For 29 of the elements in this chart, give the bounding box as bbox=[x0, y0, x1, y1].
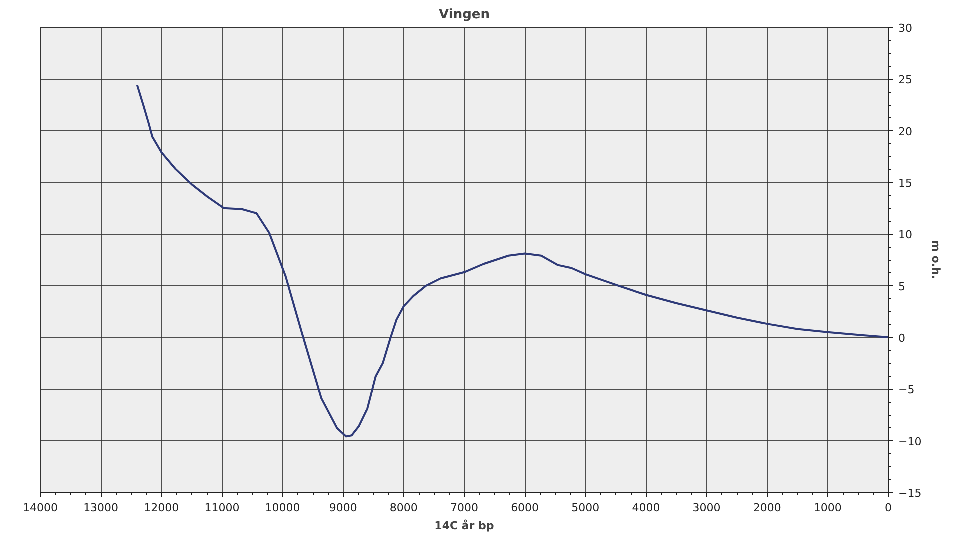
x-tick-label: 2000 bbox=[753, 502, 782, 514]
x-tick-label: 7000 bbox=[450, 502, 479, 514]
y-tick-label: 10 bbox=[898, 228, 912, 242]
x-tick-label: 13000 bbox=[84, 502, 119, 514]
x-tick-label: 0 bbox=[885, 502, 892, 514]
y-axis-title: m o.h. bbox=[930, 240, 943, 280]
y-tick-label: 30 bbox=[898, 22, 912, 35]
x-tick-label: 3000 bbox=[692, 502, 721, 514]
x-tick-label: 12000 bbox=[144, 502, 180, 514]
x-tick-label: 1000 bbox=[814, 502, 842, 514]
x-tick-label: 6000 bbox=[511, 502, 540, 514]
y-tick-label: −10 bbox=[898, 435, 922, 448]
x-tick-label: 11000 bbox=[204, 502, 240, 514]
x-tick-label: 5000 bbox=[572, 502, 600, 514]
y-tick-label: −15 bbox=[898, 487, 922, 500]
y-tick-label: 0 bbox=[898, 332, 906, 345]
x-tick-label: 10000 bbox=[265, 502, 300, 514]
x-tick-label: 8000 bbox=[390, 502, 418, 514]
line-series bbox=[136, 84, 888, 438]
x-axis-title: 14C år bp bbox=[434, 520, 494, 532]
x-tick-label: 14000 bbox=[23, 502, 58, 514]
y-tick-label: 15 bbox=[898, 177, 912, 190]
x-tick-label: 4000 bbox=[632, 502, 660, 514]
y-tick-label: −5 bbox=[898, 384, 915, 397]
x-tick-label: 9000 bbox=[329, 502, 358, 514]
y-tick-label: 5 bbox=[898, 280, 906, 294]
y-tick-label: 25 bbox=[898, 74, 912, 87]
chart-title: Vingen bbox=[439, 8, 490, 22]
y-tick-label: 20 bbox=[898, 125, 912, 138]
